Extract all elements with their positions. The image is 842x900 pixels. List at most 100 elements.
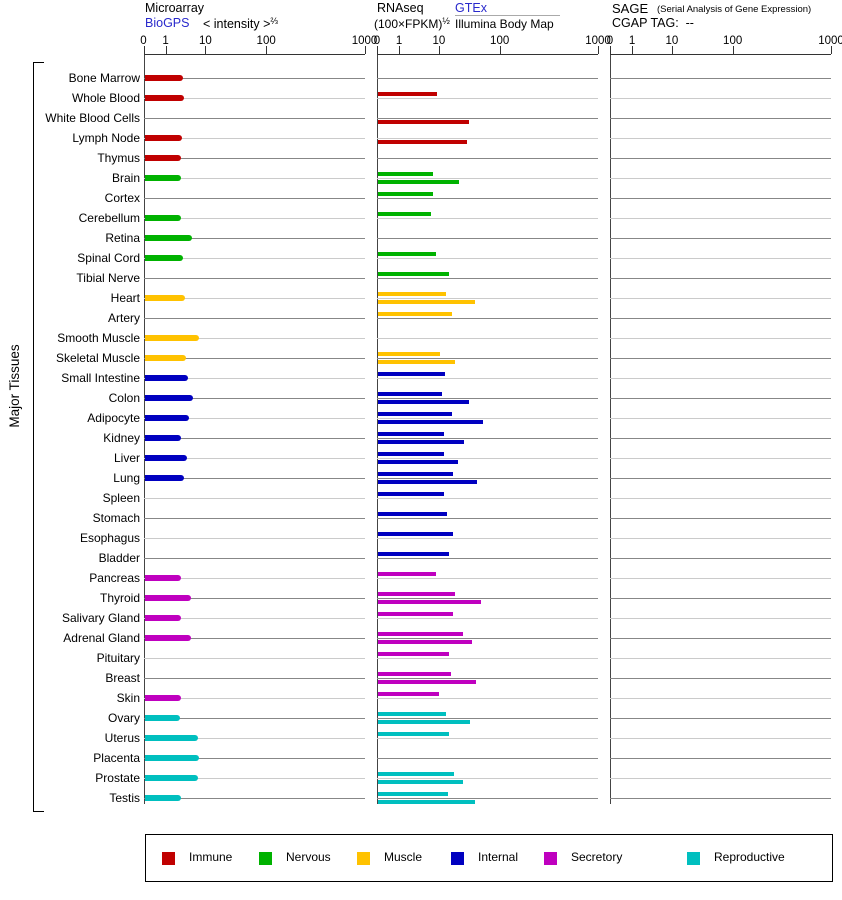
tissue-label: Cortex: [104, 191, 140, 205]
legend-label-reproductive: Reproductive: [714, 850, 785, 864]
row-line: [377, 338, 598, 339]
row-line: [377, 258, 598, 259]
legend-swatch-muscle: [357, 852, 370, 865]
row-line: [143, 678, 365, 679]
legend-label-immune: Immune: [189, 850, 233, 864]
tissue-label: Bladder: [98, 551, 140, 565]
legend-swatch-internal: [451, 852, 464, 865]
bar-rnaseq-gtex: [378, 652, 449, 656]
row-line: [610, 258, 831, 259]
row-line: [377, 438, 598, 439]
bar-microarray: [144, 95, 184, 101]
row-line: [610, 158, 831, 159]
row-line: [143, 738, 365, 739]
axis-tick-label: 0: [140, 35, 147, 47]
panel-axis-vline: [610, 53, 611, 804]
bar-rnaseq-illumina: [378, 440, 464, 444]
row-line: [377, 718, 598, 719]
axis-tick: [610, 45, 611, 54]
bar-microarray: [144, 635, 191, 641]
axis-tick-label: 1000: [351, 35, 378, 47]
row-line: [610, 98, 831, 99]
row-line: [610, 618, 831, 619]
axis-tick: [632, 45, 634, 54]
row-line: [610, 738, 831, 739]
row-line: [610, 498, 831, 499]
axis-tick: [143, 45, 145, 54]
tissue-label: Colon: [108, 391, 140, 405]
bar-rnaseq-gtex: [378, 532, 453, 536]
row-line: [610, 398, 831, 399]
axis-tick-label: 1000: [585, 35, 611, 47]
legend-swatch-nervous: [259, 852, 272, 865]
bar-rnaseq-gtex: [378, 632, 463, 636]
panel-axis-baseline: [610, 53, 831, 55]
bar-rnaseq-gtex: [378, 412, 452, 416]
axis-tick-label: 10: [432, 35, 446, 47]
bar-rnaseq-illumina: [378, 680, 476, 684]
chart-area: 0 1 10 100 1000 0 1 10 100 1000 0 1 10 100 1000 Bone Ma…: [45, 35, 842, 805]
panel-title-sage: SAGE: [612, 1, 649, 16]
tissue-label: Breast: [105, 671, 140, 685]
gtex-link[interactable]: GTEx: [455, 1, 487, 15]
row-line: [143, 438, 365, 439]
row-line: [377, 758, 598, 759]
legend-label-secretory: Secretory: [571, 850, 623, 864]
bar-rnaseq-gtex: [378, 672, 451, 676]
row-line: [143, 538, 365, 539]
bar-microarray: [144, 235, 192, 241]
axis-tick: [399, 45, 401, 54]
row-line: [610, 458, 831, 459]
tissue-label: Esophagus: [79, 531, 140, 545]
row-line: [143, 518, 365, 519]
row-line: [377, 698, 598, 699]
tissue-label: Thymus: [97, 151, 140, 165]
axis-tick: [377, 45, 378, 54]
tissue-label: Bone Marrow: [68, 71, 140, 85]
bar-microarray: [144, 395, 193, 401]
legend-label-internal: Internal: [478, 850, 519, 864]
row-line: [143, 458, 365, 459]
axis-tick-label: 10: [665, 35, 679, 47]
bar-microarray: [144, 415, 189, 421]
row-line: [610, 318, 831, 319]
row-line: [377, 138, 598, 139]
bar-rnaseq-gtex: [378, 432, 444, 436]
row-line: [377, 98, 598, 99]
tissue-label: Retina: [105, 231, 140, 245]
row-line: [377, 418, 598, 419]
panel-axis-baseline: [143, 53, 365, 55]
tissue-label: Liver: [113, 451, 140, 465]
bar-rnaseq-illumina: [378, 140, 467, 144]
bar-rnaseq-illumina: [378, 300, 475, 304]
bar-rnaseq-gtex: [378, 592, 455, 596]
row-line: [143, 198, 365, 199]
row-line: [143, 98, 365, 99]
tissue-label: Prostate: [95, 771, 140, 785]
bar-rnaseq-illumina: [378, 120, 469, 124]
tissue-label: Uterus: [104, 731, 140, 745]
bar-microarray: [144, 735, 198, 741]
row-line: [610, 678, 831, 679]
axis-tick-label: 1: [628, 35, 636, 47]
row-line: [143, 618, 365, 619]
row-line: [610, 218, 831, 219]
row-line: [143, 258, 365, 259]
row-line: [377, 618, 598, 619]
row-line: [143, 358, 365, 359]
bar-rnaseq-gtex: [378, 612, 453, 616]
bar-rnaseq-gtex: [378, 212, 431, 216]
bar-rnaseq-illumina: [378, 360, 455, 364]
biogps-link[interactable]: BioGPS: [145, 16, 190, 30]
tissue-label: Salivary Gland: [61, 611, 140, 625]
tissue-label: Tibial Nerve: [76, 271, 140, 285]
bar-rnaseq-gtex: [378, 252, 436, 256]
bar-rnaseq-illumina: [378, 720, 470, 724]
illumina-body-map-label: Illumina Body Map: [455, 17, 554, 31]
tissue-label: Kidney: [103, 431, 140, 445]
tissue-label: Spleen: [102, 491, 140, 505]
tissue-label: Skin: [116, 691, 140, 705]
row-line: [610, 478, 831, 479]
bar-rnaseq-gtex: [378, 192, 433, 196]
bar-rnaseq-gtex: [378, 552, 449, 556]
